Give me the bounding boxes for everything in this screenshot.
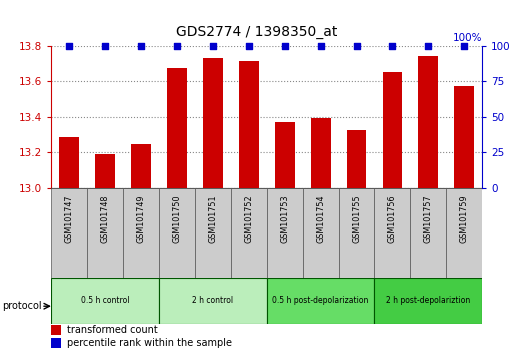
Bar xyxy=(123,188,159,278)
Text: 100%: 100% xyxy=(452,33,482,43)
Text: 2 h control: 2 h control xyxy=(192,296,233,306)
Point xyxy=(424,43,432,49)
Bar xyxy=(419,56,438,188)
Text: GSM101756: GSM101756 xyxy=(388,195,397,243)
Text: GDS2774 / 1398350_at: GDS2774 / 1398350_at xyxy=(176,25,337,39)
Bar xyxy=(455,86,474,188)
Bar xyxy=(275,122,294,188)
Text: GSM101752: GSM101752 xyxy=(244,195,253,244)
Bar xyxy=(231,188,267,278)
Bar xyxy=(51,188,87,278)
Bar xyxy=(159,188,195,278)
Text: GSM101750: GSM101750 xyxy=(172,195,182,243)
Bar xyxy=(203,58,223,188)
Point xyxy=(352,43,361,49)
Point xyxy=(281,43,289,49)
Point xyxy=(209,43,217,49)
Point xyxy=(317,43,325,49)
Bar xyxy=(167,68,187,188)
Text: 0.5 h control: 0.5 h control xyxy=(81,296,129,306)
Text: GSM101759: GSM101759 xyxy=(460,195,469,244)
Point xyxy=(137,43,145,49)
Bar xyxy=(374,188,410,278)
Text: GSM101749: GSM101749 xyxy=(136,195,146,243)
Text: GSM101755: GSM101755 xyxy=(352,195,361,244)
Bar xyxy=(95,154,115,188)
Bar xyxy=(374,278,482,324)
Text: 0.5 h post-depolarization: 0.5 h post-depolarization xyxy=(272,296,369,306)
Bar xyxy=(383,72,402,188)
Text: GSM101747: GSM101747 xyxy=(65,195,74,243)
Bar xyxy=(195,188,231,278)
Bar xyxy=(159,278,267,324)
Bar xyxy=(303,188,339,278)
Text: protocol: protocol xyxy=(3,301,42,311)
Text: transformed count: transformed count xyxy=(67,325,157,335)
Point xyxy=(101,43,109,49)
Bar xyxy=(311,118,330,188)
Bar xyxy=(347,130,366,188)
Point xyxy=(245,43,253,49)
Bar xyxy=(410,188,446,278)
Text: GSM101753: GSM101753 xyxy=(280,195,289,243)
Bar xyxy=(267,188,303,278)
Text: GSM101754: GSM101754 xyxy=(316,195,325,243)
Bar xyxy=(339,188,374,278)
Bar xyxy=(60,137,79,188)
Bar xyxy=(51,278,159,324)
Point xyxy=(173,43,181,49)
Point xyxy=(388,43,397,49)
Point xyxy=(460,43,468,49)
Text: GSM101748: GSM101748 xyxy=(101,195,110,243)
Bar xyxy=(446,188,482,278)
Bar xyxy=(239,61,259,188)
Bar xyxy=(87,188,123,278)
Bar xyxy=(131,144,151,188)
Text: 2 h post-depolariztion: 2 h post-depolariztion xyxy=(386,296,470,306)
Text: GSM101757: GSM101757 xyxy=(424,195,433,244)
Text: percentile rank within the sample: percentile rank within the sample xyxy=(67,338,232,348)
Text: GSM101751: GSM101751 xyxy=(208,195,218,243)
Bar xyxy=(267,278,374,324)
Point xyxy=(65,43,73,49)
